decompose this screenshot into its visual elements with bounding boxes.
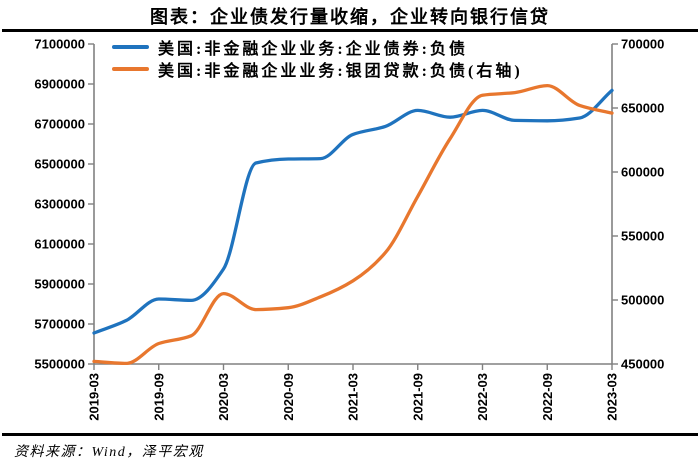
x-axis-label: 2021-03 [346,373,361,421]
bond-line-swatch [112,45,149,49]
left-axis-label: 6500000 [34,157,85,172]
left-axis-label: 5900000 [34,277,85,292]
right-axis-label: 550000 [621,229,664,244]
corporate-bond-debt-line [92,88,614,335]
source-note: 资料来源：Wind，泽平宏观 [14,445,204,460]
right-axis-label: 600000 [621,165,664,180]
loan-line-swatch [112,67,149,71]
title-divider [2,29,698,32]
left-axis-label: 7100000 [34,37,85,52]
loan-legend-label: 美国:非金融企业业务:银团贷款:负债(右轴) [158,63,523,80]
x-axis-label: 2022-09 [540,373,555,421]
x-axis-label: 2021-09 [410,373,425,421]
right-axis-label: 700000 [621,37,664,52]
footer-divider [2,433,698,436]
left-axis-label: 6700000 [34,117,85,132]
syndicated-loan-debt-line [92,83,614,366]
right-axis-label: 450000 [621,357,664,372]
x-axis-label: 2023-03 [605,373,620,421]
left-axis-label: 5500000 [34,357,85,372]
bond-legend-label: 美国:非金融企业业务:企业债券:负债 [158,41,468,58]
x-axis-label: 2020-09 [281,373,296,421]
legend: 美国:非金融企业业务:企业债券:负债 美国:非金融企业业务:银团贷款:负债(右轴… [112,36,523,80]
left-axis-label: 6900000 [34,77,85,92]
left-axis-label: 6100000 [34,237,85,252]
chart-title: 图表：企业债发行量收缩，企业转向银行信贷 [150,7,550,27]
x-axis-label: 2022-03 [475,373,490,421]
left-axis-label: 5700000 [34,317,85,332]
legend-item-bond: 美国:非金融企业业务:企业债券:负债 [112,36,523,58]
x-axis-label: 2019-03 [87,373,102,421]
right-axis-label: 500000 [621,293,664,308]
x-axis-label: 2020-03 [216,373,231,421]
right-axis-label: 650000 [621,101,664,116]
left-axis-label: 6300000 [34,197,85,212]
legend-item-loan: 美国:非金融企业业务:银团贷款:负债(右轴) [112,58,523,80]
x-axis-label: 2019-09 [151,373,166,421]
